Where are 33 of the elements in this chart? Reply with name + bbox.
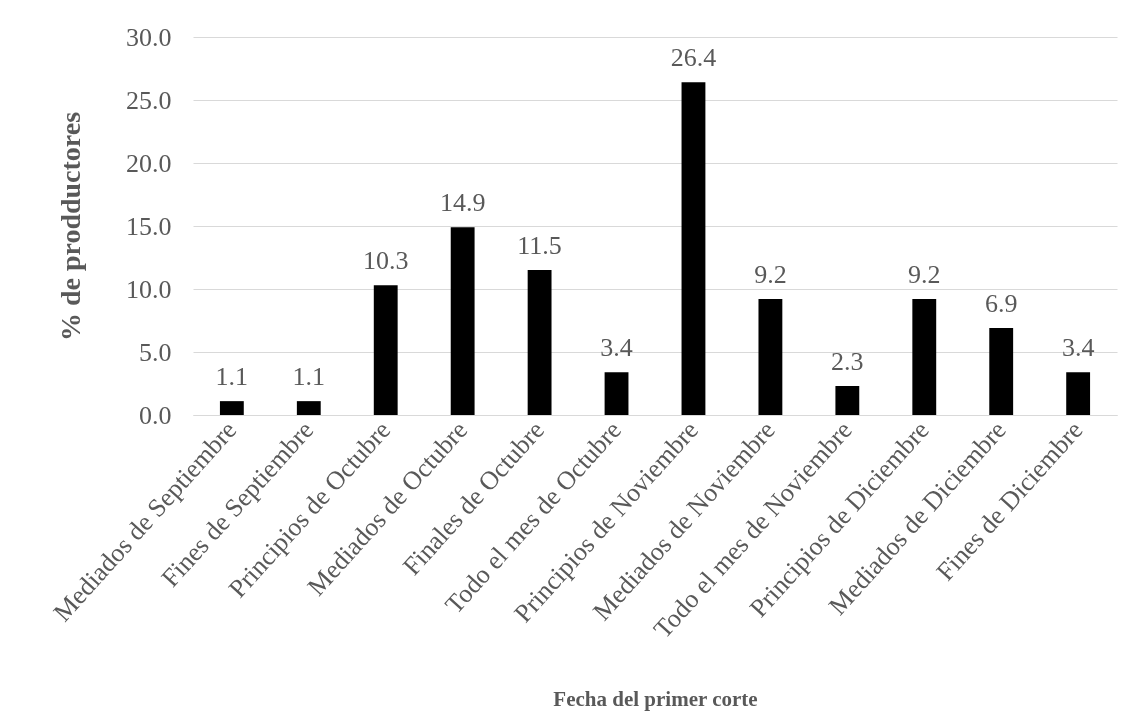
- bar: [989, 328, 1014, 415]
- bar: [604, 372, 629, 415]
- y-tick-label: 0.0: [139, 400, 172, 430]
- data-label: 9.2: [754, 260, 787, 290]
- y-axis-title: % de prodductores: [55, 111, 86, 342]
- bar: [373, 285, 398, 415]
- data-label: 1.1: [292, 362, 326, 392]
- data-label: 3.4: [600, 333, 633, 363]
- bar: [912, 299, 937, 415]
- data-label: 11.5: [517, 231, 562, 261]
- bar: [527, 270, 552, 415]
- y-tick-label: 5.0: [139, 337, 172, 367]
- y-tick-label: 25.0: [126, 85, 172, 115]
- y-tick-label: 20.0: [126, 148, 172, 178]
- data-label: 26.4: [670, 43, 717, 73]
- bar: [758, 299, 783, 415]
- data-label: 2.3: [831, 347, 864, 377]
- y-tick-label: 15.0: [126, 211, 172, 241]
- data-label: 14.9: [439, 188, 486, 218]
- data-label: 1.1: [215, 362, 249, 392]
- data-label: 10.3: [362, 246, 409, 276]
- bar: [450, 227, 475, 415]
- y-tick-label: 10.0: [126, 274, 172, 304]
- bar: [835, 386, 860, 415]
- bar: [681, 82, 706, 415]
- x-axis-title: Fecha del primer corte: [553, 686, 758, 711]
- data-label: 3.4: [1061, 333, 1095, 363]
- y-tick-label: 30.0: [126, 22, 172, 52]
- bar: [219, 401, 244, 415]
- data-label: 6.9: [984, 289, 1018, 319]
- bar: [1066, 372, 1091, 415]
- data-label: 9.2: [908, 260, 941, 290]
- bar: [296, 401, 321, 415]
